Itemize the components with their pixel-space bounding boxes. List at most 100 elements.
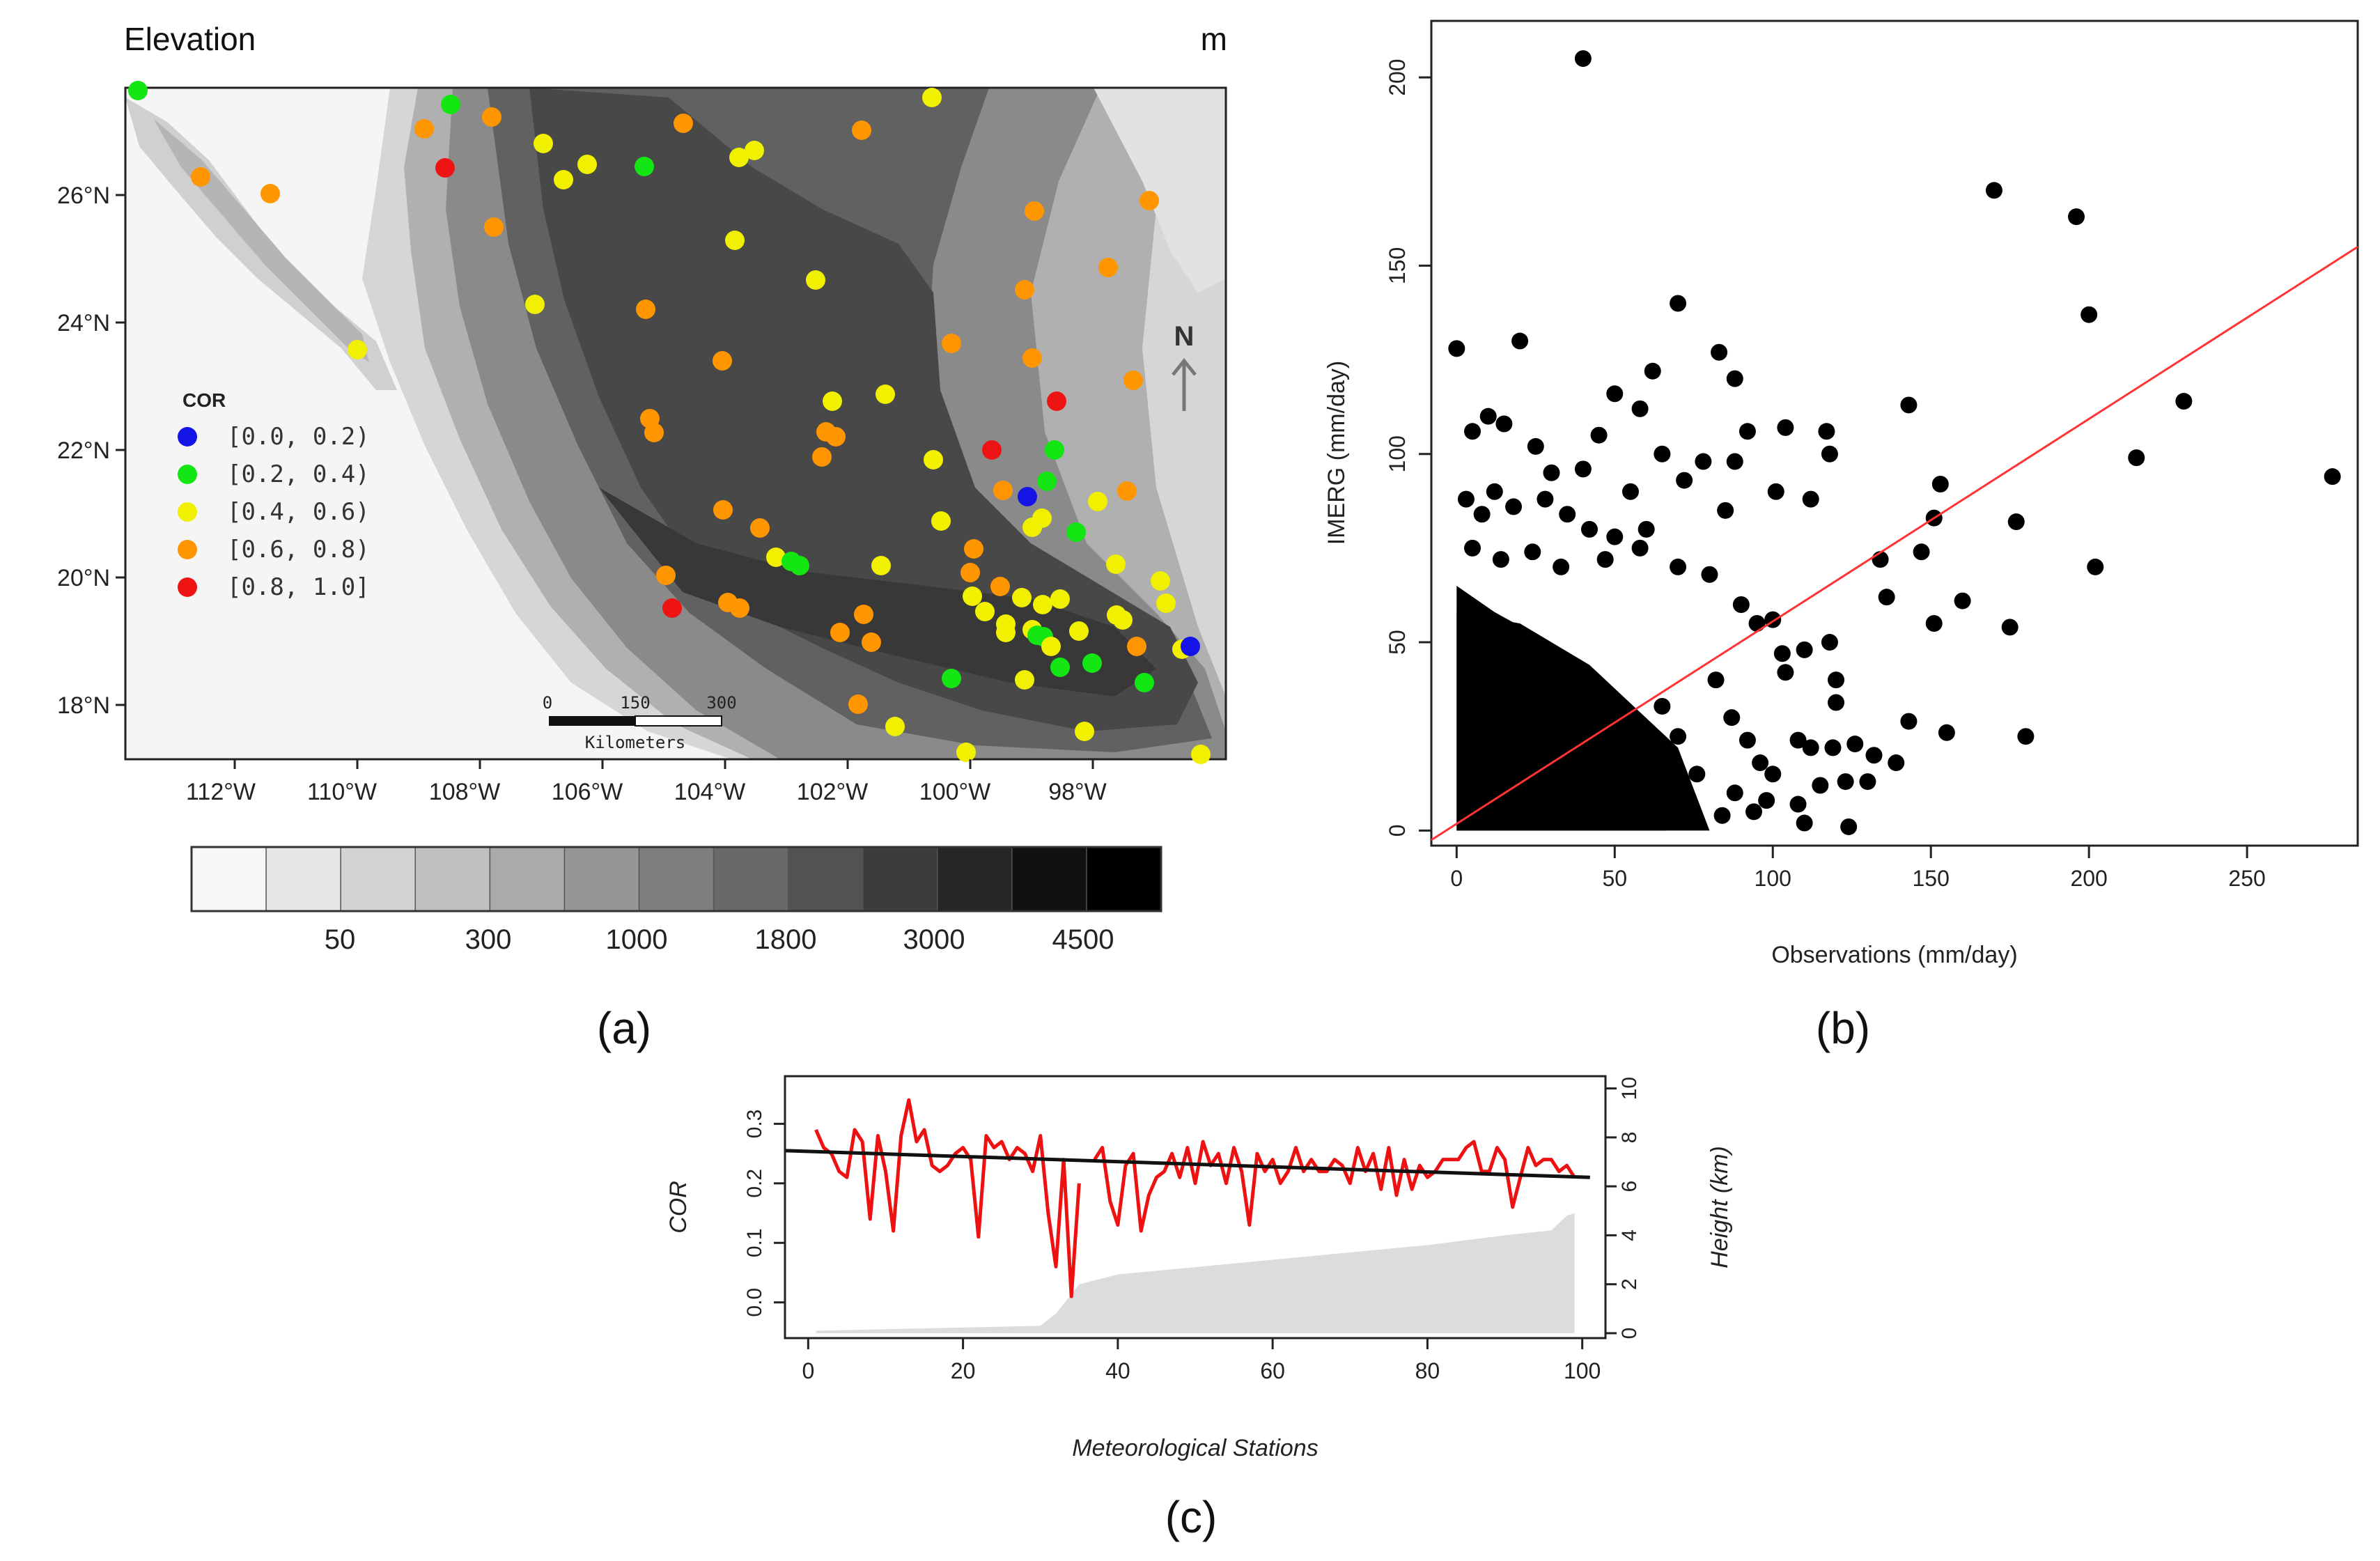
scatter-point bbox=[1913, 543, 1930, 561]
station-dot bbox=[1050, 589, 1070, 609]
scatter-point bbox=[1726, 784, 1743, 802]
scatter-point bbox=[1802, 739, 1819, 756]
y-tick-label: 150 bbox=[1385, 247, 1410, 284]
scatter-point bbox=[1670, 295, 1687, 312]
scatter-point bbox=[1812, 777, 1829, 794]
station-dot bbox=[1075, 722, 1094, 741]
legend-title: COR bbox=[182, 389, 226, 411]
station-dot bbox=[1191, 745, 1211, 764]
c-x-tick-label: 0 bbox=[802, 1358, 814, 1383]
scatter-point bbox=[1878, 589, 1895, 606]
scatter-point bbox=[1676, 472, 1693, 489]
station-dot bbox=[729, 148, 749, 167]
y-tick-label: 200 bbox=[1385, 59, 1410, 95]
c-x-tick-label: 100 bbox=[1564, 1358, 1601, 1383]
colorbar-swatch bbox=[340, 846, 417, 912]
scatter-point bbox=[2017, 728, 2035, 745]
scatter-point bbox=[1821, 634, 1838, 651]
station-dot bbox=[750, 518, 770, 538]
scatter-point bbox=[1574, 50, 1592, 68]
c-x-tick-label: 40 bbox=[1105, 1358, 1130, 1383]
x-axis-label: Observations (mm/day) bbox=[1771, 942, 2017, 968]
scatter-point bbox=[1723, 709, 1741, 727]
scatter-point bbox=[1748, 615, 1766, 632]
y-tick-label: 50 bbox=[1385, 630, 1410, 655]
cor-axes: 0 20 40 60 80 100 0.0 0.1 0.2 0.3 0 2 4 6 8 10 bbox=[743, 1077, 1641, 1383]
station-dot bbox=[766, 547, 786, 567]
legend-swatch-3 bbox=[178, 540, 197, 559]
station-dot bbox=[806, 270, 825, 290]
scatter-point bbox=[1606, 385, 1624, 403]
scatter-point bbox=[1631, 400, 1649, 417]
station-dot bbox=[1037, 472, 1057, 491]
scatter-point bbox=[1859, 773, 1876, 791]
station-dot bbox=[260, 184, 280, 203]
map-axis-ticks bbox=[116, 194, 1094, 769]
station-dot bbox=[577, 155, 597, 174]
scatter-point bbox=[1773, 645, 1791, 662]
scatter-point bbox=[2001, 619, 2019, 636]
scatter-point bbox=[1527, 437, 1544, 455]
panel-label-a: (a) bbox=[597, 1003, 651, 1053]
station-dot bbox=[931, 511, 951, 531]
station-dot bbox=[128, 81, 148, 100]
scatter-point bbox=[1713, 807, 1731, 824]
colorbar-label: 3000 bbox=[903, 924, 965, 955]
cor-series bbox=[784, 1098, 1590, 1298]
scatter-point bbox=[1590, 426, 1608, 444]
station-dot bbox=[1113, 610, 1133, 630]
station-dot bbox=[1050, 658, 1070, 677]
lat-tick-label: 24°N bbox=[57, 310, 110, 336]
scatter-point bbox=[1670, 558, 1687, 575]
station-dot bbox=[823, 391, 842, 411]
colorbar-swatch bbox=[265, 846, 342, 912]
colorbar-swatch bbox=[1086, 846, 1162, 912]
scale-segment-black bbox=[549, 716, 635, 726]
scatter-point bbox=[1464, 423, 1481, 440]
panel-label-c: (c) bbox=[1165, 1492, 1218, 1542]
scatter-point bbox=[1846, 736, 1864, 753]
station-dot bbox=[996, 623, 1016, 642]
scatter-point bbox=[1767, 483, 1784, 500]
station-dot bbox=[636, 300, 655, 319]
station-dot bbox=[922, 88, 942, 107]
scatter-point bbox=[1764, 766, 1782, 783]
scatter-point bbox=[1985, 182, 2002, 199]
c-x-axis-label: Meteorological Stations bbox=[1072, 1435, 1318, 1461]
station-dot bbox=[1018, 487, 1037, 506]
scatter-point bbox=[1828, 671, 1845, 689]
scatter-point bbox=[1448, 340, 1465, 357]
legend-swatch-1 bbox=[178, 465, 197, 484]
lon-tick-label: 102°W bbox=[797, 779, 868, 805]
station-dot bbox=[1045, 440, 1064, 460]
colorbar-labels: 50 300 1000 1800 3000 4500 bbox=[325, 924, 1114, 955]
x-tick-label: 0 bbox=[1450, 866, 1463, 891]
station-dot bbox=[852, 121, 871, 140]
scale-tick-300: 300 bbox=[706, 693, 736, 713]
station-dot bbox=[713, 351, 732, 371]
cor-legend: COR [0.0, 0.2) [0.2, 0.4) [0.4, 0.6) [0.… bbox=[178, 389, 370, 601]
c-y-tick-label: 0.1 bbox=[743, 1228, 766, 1257]
scatter-point bbox=[1596, 551, 1614, 568]
station-dot bbox=[975, 602, 995, 621]
scatter-point bbox=[1900, 713, 1918, 730]
scatter-point bbox=[1954, 592, 1971, 609]
lat-tick-label: 26°N bbox=[57, 182, 110, 209]
scatter-dense-cloud bbox=[1456, 612, 1710, 831]
map-title: Elevation bbox=[124, 21, 256, 57]
regression-line bbox=[1431, 246, 2358, 841]
height-area bbox=[816, 1213, 1575, 1333]
station-dot bbox=[1015, 280, 1034, 300]
scatter-point bbox=[1701, 566, 1718, 583]
c-y2-tick-label: 6 bbox=[1618, 1181, 1641, 1193]
scatter-point bbox=[1524, 543, 1541, 561]
scatter-point bbox=[1644, 362, 1661, 380]
c-x-tick-label: 20 bbox=[951, 1358, 976, 1383]
scatter-point bbox=[1796, 814, 1813, 832]
scatter-point bbox=[1505, 498, 1523, 515]
north-arrow: N bbox=[1172, 321, 1197, 411]
station-dot bbox=[1088, 492, 1107, 511]
lon-tick-label: 100°W bbox=[919, 779, 990, 805]
scatter-point bbox=[1717, 502, 1734, 519]
